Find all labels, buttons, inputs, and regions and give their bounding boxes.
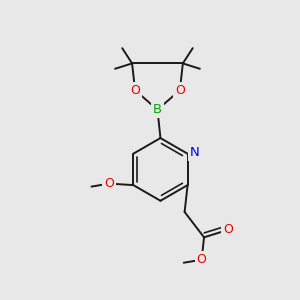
Text: O: O <box>223 224 233 236</box>
Text: N: N <box>190 146 200 159</box>
Text: O: O <box>130 84 140 97</box>
Text: B: B <box>153 103 162 116</box>
Text: O: O <box>175 84 185 97</box>
Text: O: O <box>104 177 114 190</box>
Text: O: O <box>197 253 207 266</box>
